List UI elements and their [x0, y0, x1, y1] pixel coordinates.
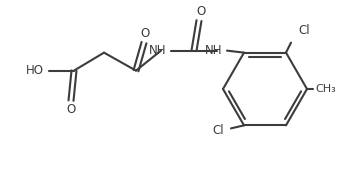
Text: Cl: Cl	[298, 24, 310, 37]
Text: O: O	[66, 103, 76, 116]
Text: NH: NH	[149, 44, 166, 57]
Text: CH₃: CH₃	[315, 84, 336, 94]
Text: O: O	[140, 27, 150, 40]
Text: Cl: Cl	[212, 124, 224, 137]
Text: O: O	[196, 5, 206, 18]
Text: HO: HO	[26, 64, 44, 77]
Text: NH: NH	[204, 44, 222, 57]
